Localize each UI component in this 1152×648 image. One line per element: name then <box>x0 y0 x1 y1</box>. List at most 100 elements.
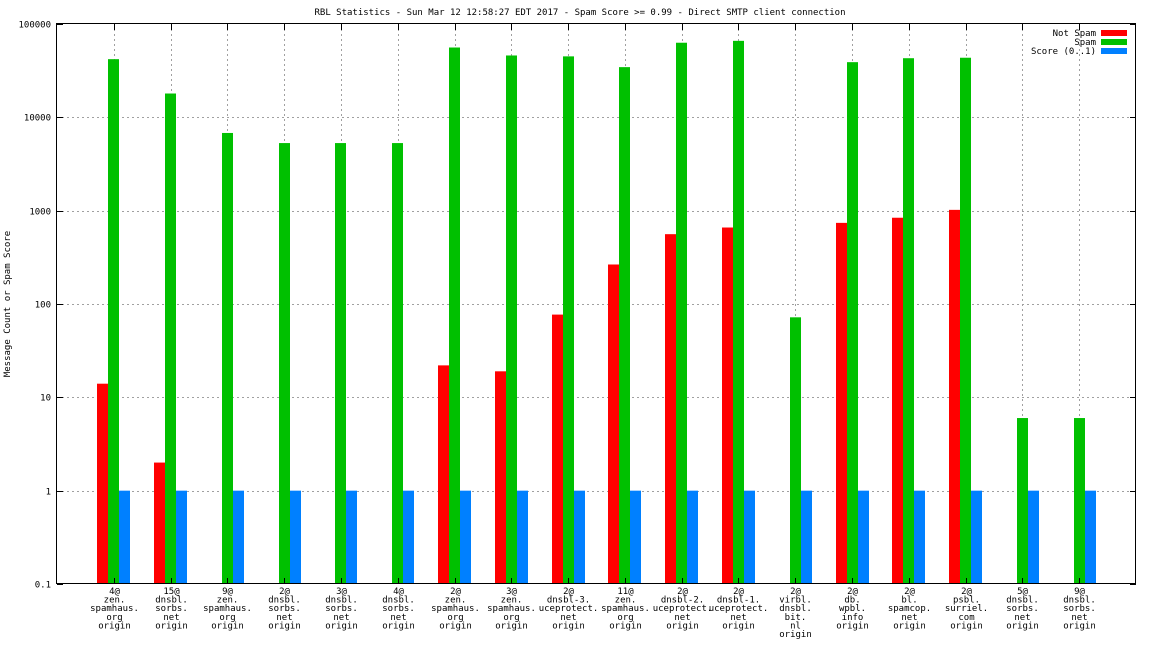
bar-spam <box>676 42 687 585</box>
x-tick-label-line: origin <box>950 621 983 631</box>
x-tick-label-line: 2@ <box>563 587 574 597</box>
y-tick-label: 10000 <box>24 114 51 124</box>
x-tick-label-line: dnsbl. <box>1006 596 1039 606</box>
bar-score-0-1 <box>460 490 471 584</box>
x-tick-label-line: zen. <box>104 596 126 606</box>
x-tick-label-line: 3@ <box>336 587 347 597</box>
bar-score-0-1 <box>1085 490 1096 584</box>
x-tick-label: 9@ zen. spamhaus. org origin <box>203 587 252 631</box>
bar-score-0-1 <box>971 490 982 584</box>
x-tick-label-line: zen. <box>501 596 523 606</box>
legend-swatch <box>1101 30 1127 36</box>
x-tick-label-line: origin <box>439 621 472 631</box>
bar-score-0-1 <box>858 490 869 584</box>
y-axis-label: Message Count or Spam Score <box>3 231 13 377</box>
y-tick-label: 1 <box>46 488 51 498</box>
x-tick-label: 2@ db. wpbl. info origin <box>836 587 869 631</box>
x-tick-label-line: 9@ <box>222 587 233 597</box>
x-tick-label: 15@ dnsbl. sorbs. net origin <box>155 587 188 631</box>
bar-spam <box>563 56 574 585</box>
x-tick-label-line: dnsbl-1. <box>717 596 760 606</box>
legend-label: Not Spam <box>1053 29 1096 39</box>
x-tick-label-line: bit. <box>785 613 807 623</box>
x-tick-label-line: dnsbl. <box>1063 596 1096 606</box>
bar-spam <box>903 58 914 585</box>
x-tick-label: 2@ dnsbl-3. uceprotect. net origin <box>539 587 599 631</box>
bar-spam <box>449 47 460 585</box>
chart-title: RBL Statistics - Sun Mar 12 12:58:27 EDT… <box>314 8 845 18</box>
bar-not-spam <box>608 264 619 584</box>
x-tick-label-line: origin <box>893 621 926 631</box>
bar-not-spam <box>836 222 847 584</box>
bar-spam <box>847 62 858 585</box>
x-tick-label-line: uceprotect. <box>653 604 713 614</box>
bar-spam <box>392 143 403 585</box>
x-tick-label-line: sorbs. <box>1063 604 1096 614</box>
x-tick-label-line: origin <box>325 621 358 631</box>
bar-score-0-1 <box>1028 490 1039 584</box>
x-tick-label-line: net <box>560 613 576 623</box>
bar-score-0-1 <box>744 490 755 584</box>
x-tick-label-line: 2@ <box>450 587 461 597</box>
legend-label: Score (0..1) <box>1031 47 1096 57</box>
x-tick-label-line: org <box>106 613 122 623</box>
bar-score-0-1 <box>233 490 244 584</box>
x-tick-label-line: sorbs. <box>1006 604 1039 614</box>
x-tick-label-line: org <box>617 613 633 623</box>
bar-spam <box>506 55 517 584</box>
bar-not-spam <box>722 227 733 585</box>
x-tick-label-line: net <box>1014 613 1030 623</box>
x-tick-label: 2@ dnsbl-1. uceprotect. net origin <box>709 587 769 631</box>
x-tick-label-line: 9@ <box>1074 587 1085 597</box>
x-tick-label-line: origin <box>666 621 699 631</box>
x-tick-label-line: net <box>163 613 179 623</box>
bar-score-0-1 <box>574 490 585 584</box>
x-tick-label-line: 2@ <box>961 587 972 597</box>
x-tick-label-line: origin <box>552 621 585 631</box>
bars <box>97 40 1096 585</box>
x-tick-label-line: surriel. <box>945 604 988 614</box>
x-tick-label-line: 3@ <box>506 587 517 597</box>
bar-spam <box>165 93 176 584</box>
bar-spam <box>335 143 346 585</box>
x-tick-label-line: info <box>842 613 864 623</box>
x-tick-label-line: 5@ <box>1017 587 1028 597</box>
bar-spam <box>790 317 801 584</box>
bar-spam <box>619 67 630 584</box>
x-tick-label-line: spamhaus. <box>203 604 252 614</box>
x-tick-label-line: origin <box>495 621 528 631</box>
x-tick-label-line: origin <box>1063 621 1096 631</box>
x-tick-label: 11@ zen. spamhaus. org origin <box>601 587 650 631</box>
bar-spam <box>108 59 119 585</box>
x-tick-label-line: bl. <box>901 596 917 606</box>
bar-spam <box>733 40 744 584</box>
x-tick-label-line: origin <box>382 621 415 631</box>
x-tick-label-line: net <box>730 613 746 623</box>
bar-spam <box>1017 418 1028 584</box>
bar-score-0-1 <box>346 490 357 584</box>
x-tick-label-line: 2@ <box>733 587 744 597</box>
bar-score-0-1 <box>403 490 414 584</box>
x-tick-label: 9@ dnsbl. sorbs. net origin <box>1063 587 1096 631</box>
x-tick-label-line: origin <box>211 621 244 631</box>
bar-score-0-1 <box>687 490 698 584</box>
bar-spam <box>1074 418 1085 584</box>
x-tick-label-line: nl <box>790 621 801 631</box>
bar-spam <box>279 143 290 585</box>
legend-swatch <box>1101 48 1127 54</box>
x-tick-label: 2@ dnsbl. sorbs. net origin <box>268 587 301 631</box>
x-tick-label-line: dnsbl. <box>779 604 812 614</box>
x-tick-label-line: db. <box>844 596 860 606</box>
x-tick-label-line: uceprotect. <box>539 604 599 614</box>
bar-score-0-1 <box>119 490 130 584</box>
x-tick-label-line: org <box>447 613 463 623</box>
y-tick-label: 100000 <box>18 21 51 31</box>
x-tick-label-line: origin <box>268 621 301 631</box>
x-tick-label: 4@ dnsbl. sorbs. net origin <box>382 587 415 631</box>
x-tick-label-line: 4@ <box>109 587 120 597</box>
bar-not-spam <box>154 462 165 584</box>
bar-not-spam <box>949 209 960 584</box>
y-tick-label: 10 <box>40 394 51 404</box>
